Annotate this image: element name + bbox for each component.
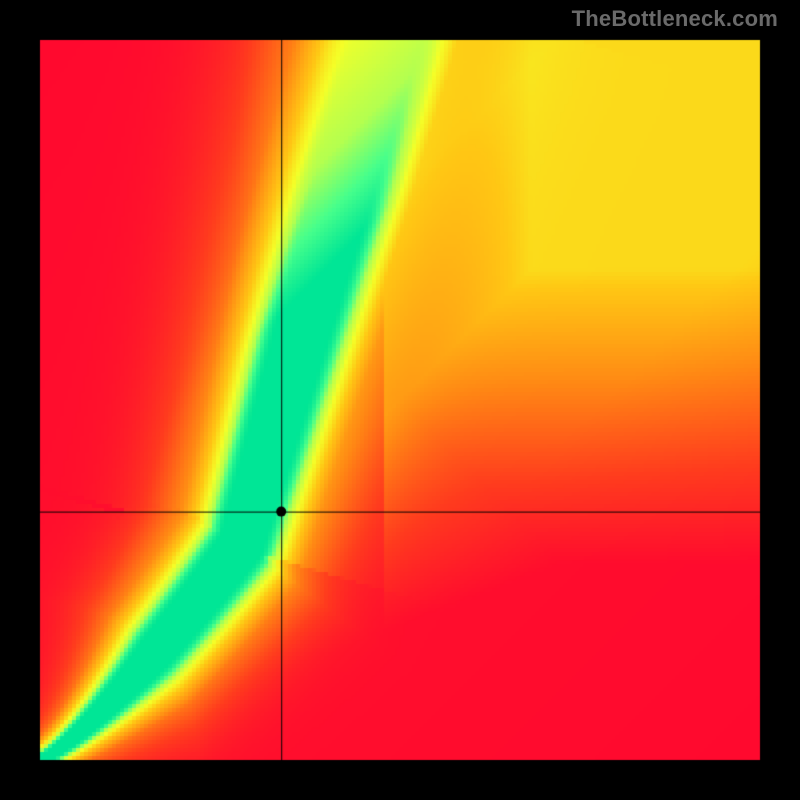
chart-container: TheBottleneck.com xyxy=(0,0,800,800)
watermark-label: TheBottleneck.com xyxy=(572,6,778,32)
heatmap-canvas xyxy=(0,0,800,800)
